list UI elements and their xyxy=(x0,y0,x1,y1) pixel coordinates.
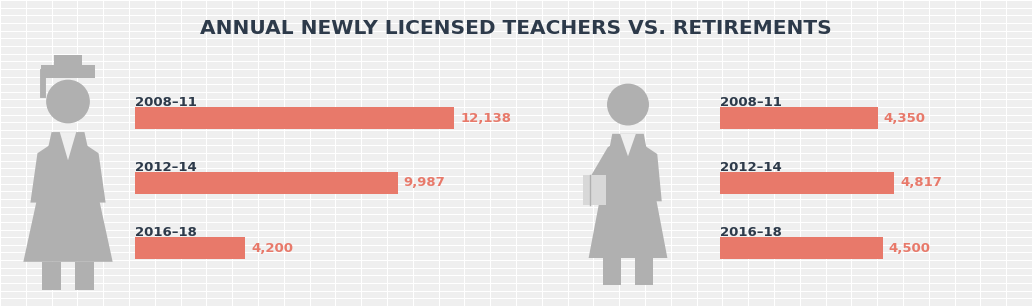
FancyBboxPatch shape xyxy=(135,107,454,129)
FancyBboxPatch shape xyxy=(720,172,895,194)
Text: 2016–18: 2016–18 xyxy=(135,226,197,239)
Polygon shape xyxy=(30,144,54,203)
FancyBboxPatch shape xyxy=(720,237,883,259)
Polygon shape xyxy=(583,175,606,205)
Polygon shape xyxy=(620,134,636,156)
Polygon shape xyxy=(60,132,76,160)
Text: 2008–11: 2008–11 xyxy=(720,96,782,109)
Polygon shape xyxy=(83,144,105,203)
Text: 4,200: 4,200 xyxy=(252,241,293,255)
Polygon shape xyxy=(588,134,668,258)
Text: 9,987: 9,987 xyxy=(404,177,446,189)
Polygon shape xyxy=(635,258,653,285)
FancyBboxPatch shape xyxy=(54,54,83,67)
FancyBboxPatch shape xyxy=(720,107,877,129)
Text: 2008–11: 2008–11 xyxy=(135,96,197,109)
FancyBboxPatch shape xyxy=(41,65,95,78)
Text: 4,817: 4,817 xyxy=(900,177,942,189)
FancyBboxPatch shape xyxy=(135,172,397,194)
Text: 2012–14: 2012–14 xyxy=(135,161,197,174)
Polygon shape xyxy=(604,258,621,285)
Circle shape xyxy=(46,80,89,123)
Polygon shape xyxy=(42,262,61,290)
Text: 4,500: 4,500 xyxy=(889,241,931,255)
Polygon shape xyxy=(75,262,94,290)
Text: 4,350: 4,350 xyxy=(883,111,926,125)
Circle shape xyxy=(608,84,648,125)
Polygon shape xyxy=(24,132,112,262)
Text: 12,138: 12,138 xyxy=(460,111,511,125)
Text: ANNUAL NEWLY LICENSED TEACHERS VS. RETIREMENTS: ANNUAL NEWLY LICENSED TEACHERS VS. RETIR… xyxy=(200,18,832,38)
Polygon shape xyxy=(644,145,662,201)
Text: 2012–14: 2012–14 xyxy=(720,161,782,174)
Polygon shape xyxy=(585,143,621,199)
Text: 2016–18: 2016–18 xyxy=(720,226,782,239)
FancyBboxPatch shape xyxy=(135,237,246,259)
